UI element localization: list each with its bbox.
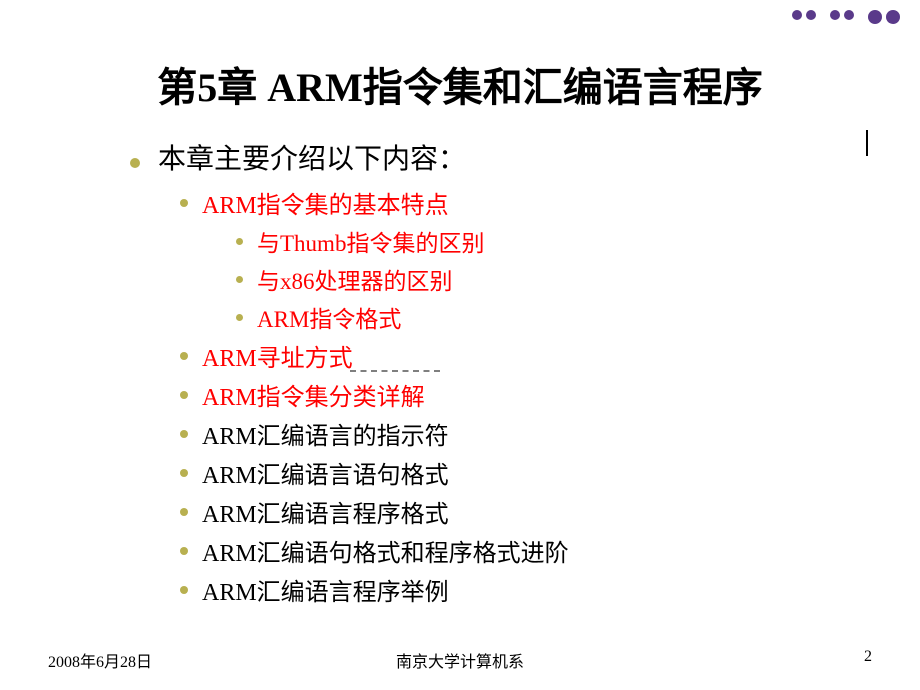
title-divider bbox=[866, 130, 868, 156]
list-item-text: ARM汇编语言程序举例 bbox=[202, 572, 449, 607]
list-item: ARM汇编语言语句格式 bbox=[130, 455, 920, 490]
list-item: ARM指令格式 bbox=[130, 300, 920, 334]
bullet-icon bbox=[180, 508, 188, 516]
dashed-marker bbox=[350, 370, 440, 372]
list-item: ARM汇编语言程序举例 bbox=[130, 572, 920, 607]
bullet-icon bbox=[236, 314, 243, 321]
list-item-text: ARM寻址方式 bbox=[202, 338, 353, 373]
slide-title: 第5章 ARM指令集和汇编语言程序 bbox=[0, 0, 920, 113]
bullet-icon bbox=[180, 586, 188, 594]
list-item-text: 与x86处理器的区别 bbox=[257, 262, 453, 296]
footer-date: 2008年6月28日 bbox=[48, 648, 152, 672]
intro-text: 本章主要介绍以下内容： bbox=[158, 137, 466, 177]
list-item-text: ARM汇编语言语句格式 bbox=[202, 455, 449, 490]
list-item-text: ARM指令集的基本特点 bbox=[202, 185, 449, 220]
list-item-text: 与Thumb指令集的区别 bbox=[257, 224, 484, 258]
list-item: ARM汇编语言的指示符 bbox=[130, 416, 920, 451]
list-item: ARM指令集的基本特点 bbox=[130, 185, 920, 220]
list-item-text: ARM汇编语言的指示符 bbox=[202, 416, 449, 451]
list-item-text: ARM指令集分类详解 bbox=[202, 377, 425, 412]
bullet-icon bbox=[130, 158, 140, 168]
footer-page: 2 bbox=[864, 648, 872, 672]
bullet-icon bbox=[180, 547, 188, 555]
list-item: ARM指令集分类详解 bbox=[130, 377, 920, 412]
list-item: ARM汇编语句格式和程序格式进阶 bbox=[130, 533, 920, 568]
list-item-text: ARM汇编语句格式和程序格式进阶 bbox=[202, 533, 569, 568]
bullet-icon bbox=[180, 199, 188, 207]
corner-decoration bbox=[792, 10, 900, 24]
bullet-icon bbox=[180, 391, 188, 399]
list-item: ARM寻址方式 bbox=[130, 338, 920, 373]
list-item: 与Thumb指令集的区别 bbox=[130, 224, 920, 258]
bullet-icon bbox=[236, 238, 243, 245]
list-item-text: ARM指令格式 bbox=[257, 300, 401, 334]
footer-org: 南京大学计算机系 bbox=[396, 648, 524, 672]
slide-content: 本章主要介绍以下内容： ARM指令集的基本特点与Thumb指令集的区别与x86处… bbox=[0, 113, 920, 607]
intro-item: 本章主要介绍以下内容： bbox=[130, 137, 920, 177]
list-item-text: ARM汇编语言程序格式 bbox=[202, 494, 449, 529]
bullet-icon bbox=[236, 276, 243, 283]
bullet-icon bbox=[180, 469, 188, 477]
bullet-icon bbox=[180, 430, 188, 438]
slide-footer: 2008年6月28日 南京大学计算机系 2 bbox=[0, 648, 920, 672]
list-item: 与x86处理器的区别 bbox=[130, 262, 920, 296]
bullet-icon bbox=[180, 352, 188, 360]
list-item: ARM汇编语言程序格式 bbox=[130, 494, 920, 529]
